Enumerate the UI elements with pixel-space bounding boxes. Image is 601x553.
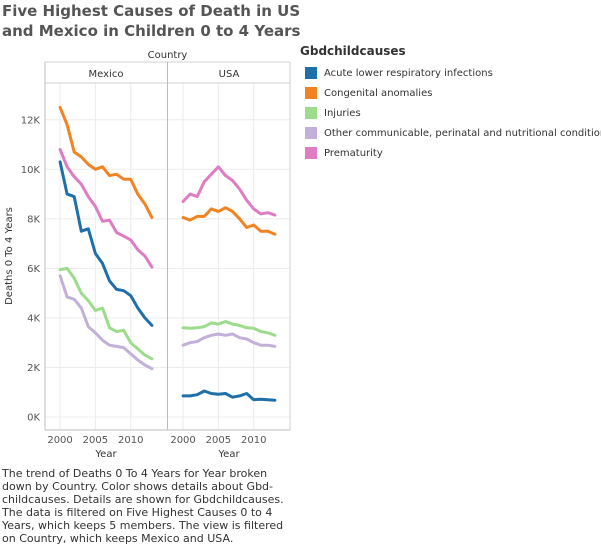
legend-label: Congenital anomalies <box>324 87 433 99</box>
series-line-usa-injuries <box>181 320 277 337</box>
legend-swatch <box>305 87 317 99</box>
y-axis-label: Deaths 0 To 4 Years <box>4 207 15 305</box>
x-tick-label: 2000 <box>170 435 195 446</box>
x-tick-label: 2000 <box>47 435 72 446</box>
x-tick-label: 2005 <box>206 435 231 446</box>
legend-item-prematurity[interactable]: Prematurity <box>300 143 601 163</box>
x-tick-label: 2010 <box>241 435 266 446</box>
legend-item-other-communicable[interactable]: Other communicable, perinatal and nutrit… <box>300 123 601 143</box>
panel-header-usa: USA <box>219 69 240 80</box>
y-tick-label: 12K <box>21 115 41 126</box>
y-tick-label: 6K <box>27 264 40 275</box>
legend-title: Gbdchildcauses <box>300 44 406 58</box>
x-tick-label: 2010 <box>118 435 143 446</box>
y-tick-label: 8K <box>27 214 40 225</box>
series-line-mexico-other-communicable <box>58 274 154 371</box>
y-tick-label: 0K <box>27 413 40 424</box>
chart-title: Five Highest Causes of Death in US and M… <box>2 1 302 41</box>
series-line-mexico-injuries <box>58 266 154 361</box>
series-line-usa-other-communicable <box>181 332 277 348</box>
y-tick-label: 4K <box>27 313 40 324</box>
legend-item-congenital-anomalies[interactable]: Congenital anomalies <box>300 83 601 103</box>
chart-title-line-2: and Mexico in Children 0 to 4 Years <box>2 22 301 40</box>
series-line-mexico-congenital-anomalies <box>58 105 154 220</box>
legend-swatch <box>305 147 317 159</box>
series-line-mexico-prematurity <box>58 148 154 269</box>
legend-swatch <box>305 107 317 119</box>
legend-label: Other communicable, perinatal and nutrit… <box>324 127 601 139</box>
series-line-usa-congenital-anomalies <box>181 206 277 236</box>
legend-label: Acute lower respiratory infections <box>324 67 493 79</box>
legend-swatch <box>305 67 317 79</box>
x-tick-label: 2005 <box>83 435 108 446</box>
series-line-usa-prematurity <box>181 165 277 217</box>
line-chart: Country 0K 2K 4K 6K 8K 10K 12K Deaths 0 To 4 Yea… <box>4 50 291 460</box>
series-line-usa-acute-lower <box>181 389 277 402</box>
x-axis-label: Year <box>94 449 117 460</box>
legend-item-injuries[interactable]: Injuries <box>300 103 601 123</box>
panel-header-mexico: Mexico <box>89 69 124 80</box>
chart-title-line-1: Five Highest Causes of Death in US <box>2 2 301 20</box>
legend-label: Injuries <box>324 107 361 119</box>
legend-swatch <box>305 127 317 139</box>
legend-label: Prematurity <box>324 147 383 159</box>
column-header: Country <box>148 50 188 61</box>
y-tick-label: 10K <box>21 165 41 176</box>
legend: Gbdchildcauses Acute lower respiratory i… <box>300 44 601 163</box>
series-line-mexico-acute-lower <box>58 160 154 327</box>
y-tick-label: 2K <box>27 363 40 374</box>
x-axis-label: Year <box>217 449 240 460</box>
legend-item-acute-lower-respiratory[interactable]: Acute lower respiratory infections <box>300 63 601 83</box>
chart-caption: The trend of Deaths 0 To 4 Years for Yea… <box>2 467 284 545</box>
